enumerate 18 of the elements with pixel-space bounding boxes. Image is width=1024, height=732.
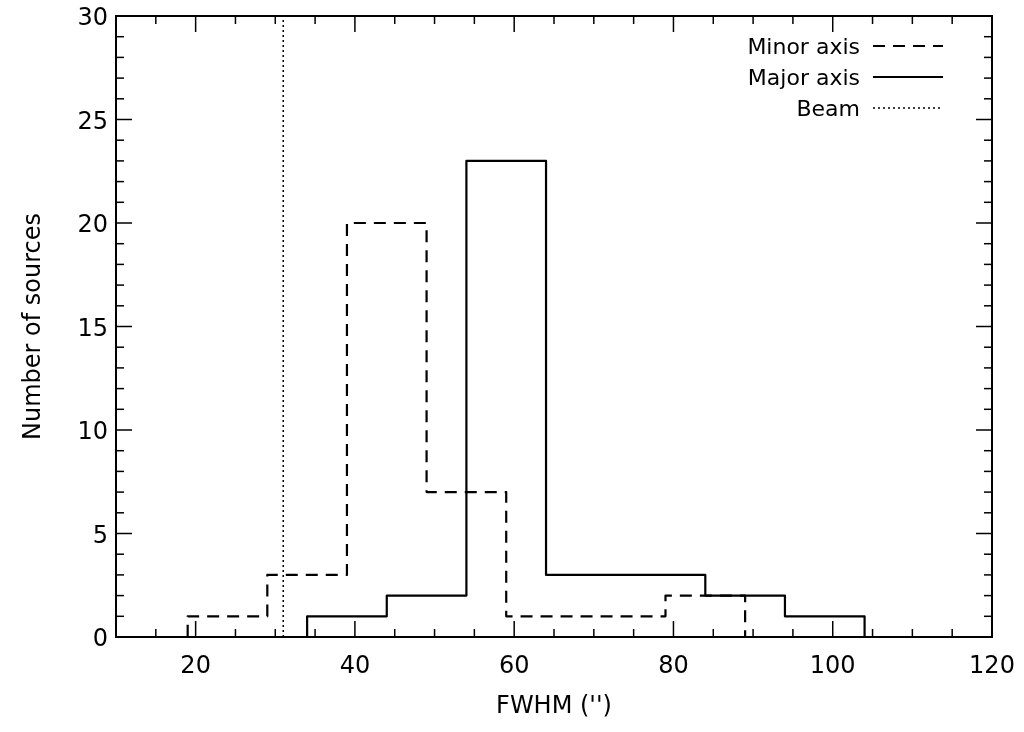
x-tick-label: 60: [498, 651, 530, 679]
x-tick-label: 40: [339, 651, 371, 679]
y-tick-label: 5: [92, 520, 108, 549]
y-tick-label: 0: [92, 624, 108, 652]
x-tick-label: 120: [969, 651, 1015, 679]
x-axis-title: FWHM (''): [496, 691, 612, 719]
y-tick-label: 25: [77, 106, 108, 135]
y-tick-label: 10: [77, 417, 108, 445]
x-tick-label: 20: [180, 651, 211, 679]
legend-label: Beam: [796, 96, 860, 121]
x-tick-label: 100: [809, 651, 856, 679]
legend-label: Minor axis: [747, 34, 860, 59]
legend-label: Major axis: [747, 65, 860, 90]
y-tick-label: 30: [77, 3, 108, 31]
x-tick-label: 80: [658, 651, 689, 679]
y-tick-label: 20: [77, 210, 108, 238]
y-axis-title: Number of sources: [18, 212, 46, 441]
y-tick-label: 15: [77, 313, 108, 342]
